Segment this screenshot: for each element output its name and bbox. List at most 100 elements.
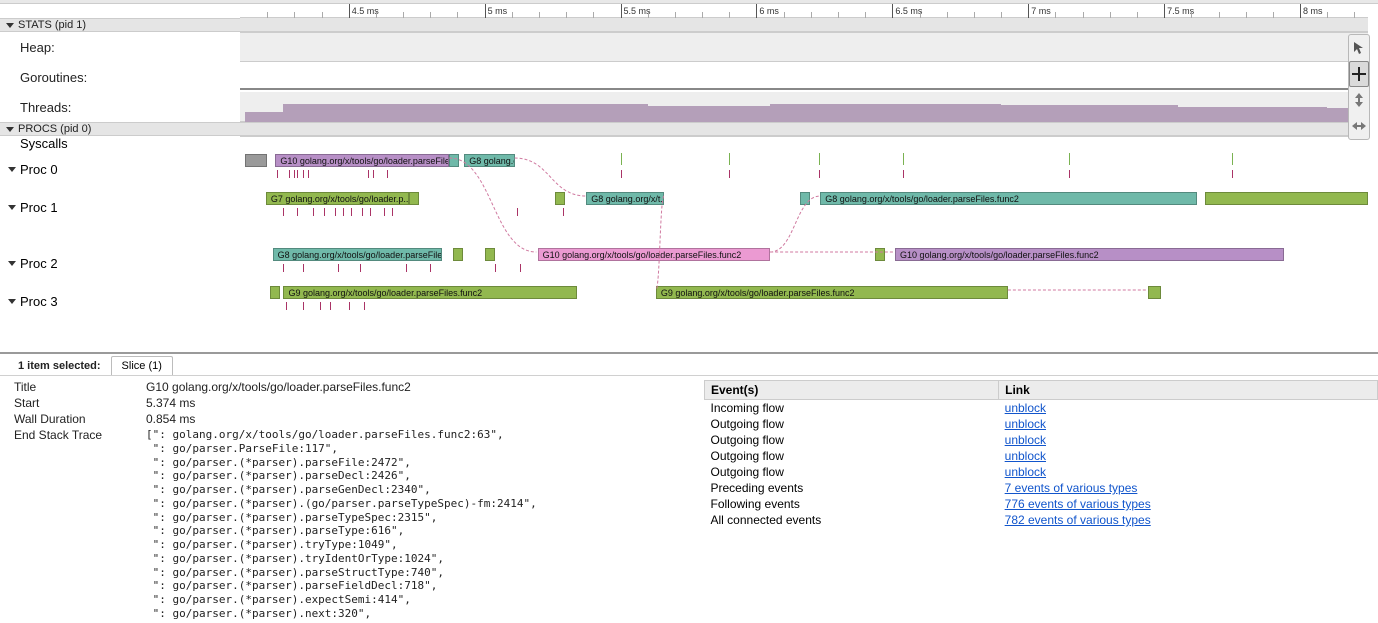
trace-mark [387,170,388,178]
event-name: Outgoing flow [705,416,999,432]
trace-slice[interactable]: G8 golang.or... [464,154,514,167]
event-link[interactable]: 776 events of various types [1005,497,1151,511]
ruler-tick: 5.5 ms [621,4,651,18]
detail-key: End Stack Trace [14,428,146,442]
trace-slice[interactable]: G10 golang.org/x/tools/go/loader.parseFi… [538,248,770,261]
stats-header-label: STATS (pid 1) [18,19,86,31]
trace-mark [338,264,339,272]
proc1-label[interactable]: Proc 1 [0,188,240,226]
trace-mark [320,302,321,310]
trace-slice[interactable] [409,192,419,205]
trace-slice[interactable] [1205,192,1368,205]
trace-mark [294,170,295,178]
event-link[interactable]: unblock [1005,433,1046,447]
trace-slice[interactable]: G8 golang.org/x/tools/go/loader.parseFil… [820,192,1196,205]
threads-bar [1178,107,1327,122]
trace-slice[interactable] [270,286,280,299]
time-ruler[interactable]: 4.5 ms5 ms5.5 ms6 ms6.5 ms7 ms7.5 ms8 ms [240,4,1368,18]
trace-slice[interactable] [245,154,267,167]
event-name: Incoming flow [705,400,999,417]
trace-mark [406,264,407,272]
threads-bar [648,106,770,122]
event-link[interactable]: 7 events of various types [1005,481,1138,495]
threads-bar [1001,105,1178,122]
event-link[interactable]: unblock [1005,401,1046,415]
heap-label: Heap: [0,32,240,62]
trace-mark [303,302,304,310]
trace-slice[interactable]: G10 golang.org/x/tools/go/loader.parseFi… [895,248,1284,261]
trace-mark [308,170,309,178]
trace-mark [343,208,344,216]
trace-mark [1232,170,1233,178]
event-link[interactable]: unblock [1005,465,1046,479]
detail-key: Wall Duration [14,412,146,426]
vertical-pan-tool-icon[interactable] [1349,87,1369,113]
threads-bar [283,104,484,122]
ruler-tick: 4.5 ms [349,4,379,18]
detail-value: [": golang.org/x/tools/go/loader.parseFi… [146,428,537,621]
procs-section-header[interactable]: PROCS (pid 0) [0,122,240,136]
procs-header-label: PROCS (pid 0) [18,123,91,135]
trace-slice[interactable]: G7 golang.org/x/tools/go/loader.p... [266,192,409,205]
detail-value: 0.854 ms [146,412,195,426]
event-link[interactable]: unblock [1005,417,1046,431]
trace-slice[interactable] [1148,286,1162,299]
proc2-label[interactable]: Proc 2 [0,244,240,282]
trace-mark [297,208,298,216]
slice-tab[interactable]: Slice (1) [111,356,173,375]
trace-mark [903,170,904,178]
event-link[interactable]: unblock [1005,449,1046,463]
events-table: Event(s) Link Incoming flow unblock Outgoi… [704,380,1378,528]
trace-mark [313,208,314,216]
trace-slice[interactable]: G9 golang.org/x/tools/go/loader.parseFil… [283,286,577,299]
trace-mark [364,302,365,310]
trace-mark [1069,170,1070,178]
trace-mark [349,302,350,310]
trace-mark [368,170,369,178]
trace-mark [360,264,361,272]
detail-value: G10 golang.org/x/tools/go/loader.parseFi… [146,380,411,394]
trace-mark [303,170,304,178]
trace-slice[interactable]: G8 golang.org/x/t... [586,192,664,205]
syscalls-label: Syscalls [0,136,240,150]
trace-slice[interactable] [875,248,885,261]
threads-bar [245,112,283,122]
trace-slice[interactable]: G9 golang.org/x/tools/go/loader.parseFil… [656,286,1008,299]
event-name: Outgoing flow [705,464,999,480]
proc3-label[interactable]: Proc 3 [0,282,240,320]
trace-slice[interactable] [485,248,495,261]
trace-mark [283,264,284,272]
trace-slice[interactable]: G8 golang.org/x/tools/go/loader.parseFil… [273,248,443,261]
detail-value: 5.374 ms [146,396,195,410]
selection-count-label: 1 item selected: [18,360,101,375]
trace-mark [362,208,363,216]
stack-trace: [": golang.org/x/tools/go/loader.parseFi… [146,428,537,621]
trace-mark [520,264,521,272]
link-col-header: Link [999,381,1378,400]
horizontal-pan-tool-icon[interactable] [1349,113,1369,139]
proc0-label[interactable]: Proc 0 [0,150,240,188]
trace-mark [286,302,287,310]
trace-slice[interactable] [800,192,810,205]
trace-mark [621,170,622,178]
trace-mark [324,208,325,216]
ruler-tick: 5 ms [485,4,508,18]
trace-slice[interactable] [449,154,459,167]
trace-slice[interactable]: G10 golang.org/x/tools/go/loader.parseFi… [275,154,449,167]
detail-key: Start [14,396,146,410]
goroutines-label: Goroutines: [0,62,240,92]
trace-mark [563,208,564,216]
threads-label: Threads: [0,92,240,122]
pointer-tool-icon[interactable] [1349,35,1369,61]
event-name: Outgoing flow [705,432,999,448]
trace-mark [729,170,730,178]
events-col-header: Event(s) [705,381,999,400]
threads-bar [485,104,648,122]
trace-slice[interactable] [555,192,565,205]
trace-slice[interactable] [453,248,463,261]
stats-section-header[interactable]: STATS (pid 1) [0,18,240,32]
crosshair-tool-icon[interactable] [1349,61,1369,87]
trace-mark [373,170,374,178]
event-link[interactable]: 782 events of various types [1005,513,1151,527]
ruler-tick: 6 ms [756,4,779,18]
